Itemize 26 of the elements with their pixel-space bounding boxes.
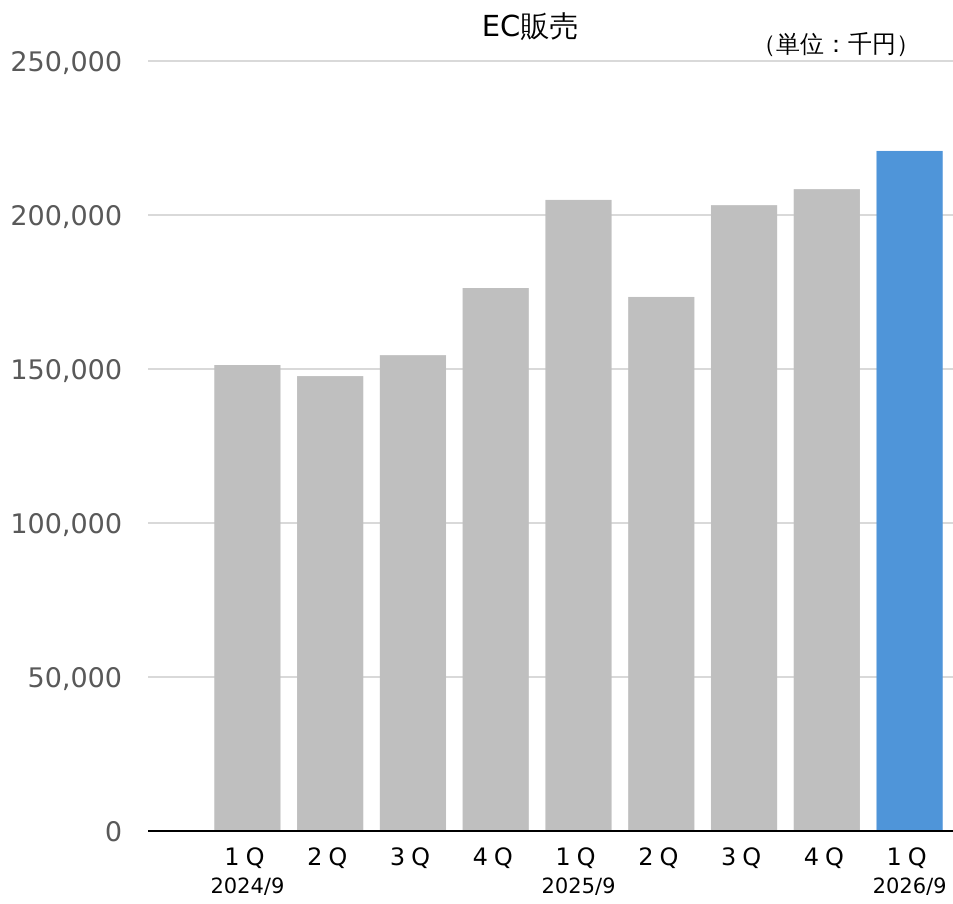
x-tick-label: 3Q: [390, 843, 436, 871]
x-tick-label: 1Q 2024/9: [210, 843, 284, 898]
bar: [545, 200, 612, 831]
bar: [710, 205, 778, 831]
bar: [794, 189, 860, 831]
bar: [876, 150, 943, 831]
x-tick-label: 4Q: [804, 843, 850, 871]
x-tick-label: 1Q 2026/9: [872, 843, 947, 898]
y-tick-label: 100,000: [10, 509, 122, 540]
bar: [462, 288, 529, 831]
x-tick-label: 2Q: [307, 843, 354, 871]
x-tick-label: 3Q: [720, 843, 768, 871]
x-tick-label: 4Q: [472, 843, 519, 871]
bar: [297, 376, 364, 831]
bar: [380, 355, 446, 831]
chart-title: EC販売: [482, 9, 578, 43]
y-tick-label: 250,000: [10, 47, 122, 78]
y-tick-label: 50,000: [28, 663, 122, 694]
bar: [214, 364, 280, 831]
bar: [628, 296, 694, 831]
y-tick-label: 200,000: [10, 201, 122, 232]
y-tick-label: 150,000: [10, 355, 122, 386]
y-tick-label: 0: [104, 817, 122, 848]
x-tick-label: 2Q: [638, 843, 684, 871]
x-tick-label: 1Q 2025/9: [542, 843, 616, 898]
text: （単位：千円）: [752, 30, 920, 58]
